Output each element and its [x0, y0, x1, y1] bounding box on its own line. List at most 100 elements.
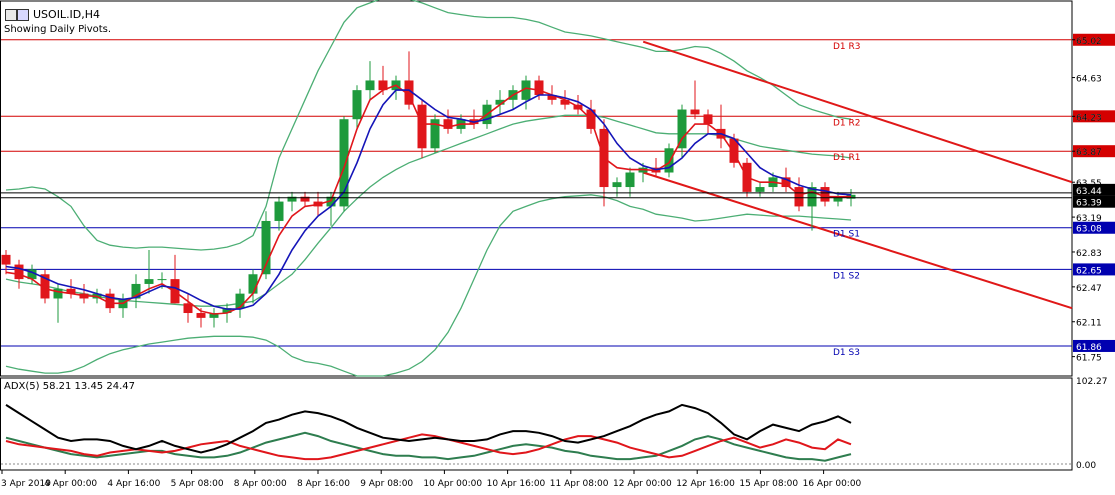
x-tick-label: 5 Apr 08:00	[171, 479, 224, 489]
candle-body	[664, 148, 674, 173]
current-price-tag	[1073, 195, 1115, 208]
candle-body	[495, 99, 505, 105]
candle-body	[404, 80, 414, 105]
candle-body	[222, 308, 232, 314]
bollinger-lower-line	[5, 194, 852, 377]
candle-body	[625, 172, 635, 188]
candle-body	[326, 196, 336, 207]
timeframe-icon	[17, 9, 29, 21]
candle-body	[703, 114, 713, 125]
candle-body	[14, 264, 24, 280]
pivot-price-label: 63.08	[1076, 225, 1102, 235]
pivot-price-tag	[1073, 110, 1115, 123]
bollinger-upper-line	[5, 0, 852, 251]
ema-line	[5, 84, 851, 315]
candle-body	[534, 80, 544, 95]
pivot-name-label: D1 R3	[833, 42, 861, 52]
x-tick-label: 10 Apr 00:00	[423, 479, 482, 489]
candle-body	[547, 94, 557, 100]
x-tick-label: 16 Apr 00:00	[803, 479, 862, 489]
x-tick-label: 9 Apr 08:00	[360, 479, 413, 489]
candle-body	[196, 313, 206, 318]
candle-body	[365, 80, 375, 91]
candle-body	[66, 288, 76, 294]
x-tick-label: 8 Apr 16:00	[297, 479, 350, 489]
candle-body	[1, 254, 11, 265]
y-tick-label: 65.02	[1076, 37, 1102, 47]
candle-body	[833, 196, 843, 202]
pivot-name-label: D1 S2	[833, 271, 860, 281]
y-tick-label: 62.83	[1076, 249, 1102, 259]
pivot-price-tag	[1073, 221, 1115, 234]
current-price-label: 63.44	[1076, 187, 1102, 197]
candle-body	[794, 187, 804, 207]
pivot-subtitle: Showing Daily Pivots.	[4, 24, 112, 35]
ma-line	[5, 89, 852, 310]
candle-body	[755, 187, 765, 192]
pivot-price-label: 62.65	[1076, 266, 1102, 276]
candle-body	[729, 138, 739, 163]
candle-body	[40, 274, 50, 299]
candle-body	[560, 99, 570, 105]
y-tick-label: 64.63	[1076, 75, 1102, 85]
candle-body	[417, 104, 427, 149]
candle-body	[209, 313, 219, 318]
candle-body	[378, 80, 388, 91]
candle-body	[612, 182, 622, 188]
pivot-price-label: 65.02	[1076, 37, 1102, 47]
candle-body	[105, 293, 115, 309]
pivot-price-tag	[1073, 263, 1115, 276]
candle-body	[521, 80, 531, 100]
x-tick-label: 12 Apr 16:00	[676, 479, 735, 489]
adx-indicator-label: ADX(5) 58.21 13.45 24.47	[4, 381, 135, 392]
candle-body	[352, 90, 362, 120]
pivot-price-label: 63.87	[1076, 148, 1102, 158]
candle-body	[274, 201, 284, 221]
y-tick-label: 62.11	[1076, 319, 1102, 329]
symbol-title: USOIL.ID,H4	[33, 8, 101, 21]
candle-body	[443, 119, 453, 129]
pivot-price-tag	[1073, 33, 1115, 46]
candle-body	[807, 187, 817, 207]
candle-body	[339, 119, 349, 207]
main-plot-frame	[0, 0, 1073, 377]
x-tick-label: 4 Apr 00:00	[44, 479, 97, 489]
pivot-price-label: 61.86	[1076, 343, 1102, 353]
current-price-label: 63.39	[1076, 199, 1102, 209]
candle-body	[820, 187, 830, 202]
y-tick-label: 63.87	[1076, 148, 1102, 158]
candle-body	[183, 303, 193, 314]
candle-body	[300, 196, 310, 202]
adx-main-line	[5, 403, 852, 454]
candle-body	[144, 279, 154, 284]
candle-body	[781, 177, 791, 188]
x-tick-label: 12 Apr 00:00	[613, 479, 672, 489]
y-tick-label: 61.75	[1076, 354, 1102, 364]
candle-body	[157, 279, 167, 281]
current-price-tag	[1073, 183, 1115, 196]
y-tick-label: 63.19	[1076, 214, 1102, 224]
chart-window-icon	[5, 9, 17, 21]
channel-upper-line	[642, 40, 1073, 184]
pivot-price-label: 64.23	[1076, 113, 1102, 123]
x-tick-label: 8 Apr 00:00	[234, 479, 287, 489]
pivot-name-label: D1 R2	[833, 118, 861, 128]
pivot-name-label: D1 R1	[833, 153, 861, 163]
candle-body	[690, 109, 700, 115]
adx-y-tick-label: 102.27	[1076, 377, 1108, 387]
pivot-price-tag	[1073, 339, 1115, 352]
candle-body	[430, 119, 440, 149]
adx-y-tick-label: 0.00	[1076, 461, 1096, 471]
pivot-price-tag	[1073, 145, 1115, 158]
candle-body	[677, 109, 687, 149]
adx-minus-di-line	[5, 433, 852, 461]
pivot-name-label: D1 S1	[833, 230, 860, 240]
y-tick-label: 62.47	[1076, 284, 1102, 294]
channel-lower-line	[642, 171, 1073, 310]
x-tick-label: 3 Apr 2019	[1, 479, 51, 489]
x-tick-label: 15 Apr 08:00	[739, 479, 798, 489]
pivot-name-label: D1 S3	[833, 348, 860, 358]
candle-body	[248, 274, 258, 294]
x-tick-label: 10 Apr 16:00	[487, 479, 546, 489]
